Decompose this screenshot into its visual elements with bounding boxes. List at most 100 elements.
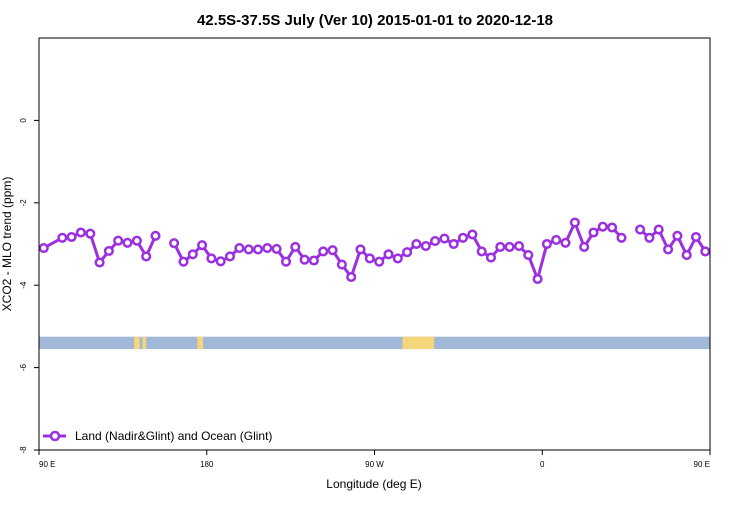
- data-point: [635, 224, 646, 235]
- data-point: [113, 235, 124, 246]
- data-point: [94, 257, 105, 268]
- data-point: [681, 250, 692, 261]
- data-point: [252, 244, 264, 255]
- data-point: [318, 246, 329, 257]
- x-axis: 90 E 180 90 W 0 90 E: [38, 450, 711, 469]
- data-point: [383, 249, 394, 260]
- data-point: [457, 232, 469, 243]
- data-point: [523, 250, 534, 261]
- data-point: [532, 273, 543, 285]
- data-point: [215, 256, 226, 267]
- data-point: [485, 252, 497, 263]
- data-point: [541, 238, 552, 250]
- data-point: [364, 253, 375, 264]
- data-point: [730, 233, 738, 241]
- data-point: [271, 243, 282, 254]
- land-patch: [142, 336, 147, 350]
- data-point: [346, 271, 357, 283]
- data-point: [66, 231, 77, 243]
- data-point: [290, 241, 301, 252]
- y-tick-label: 0: [19, 118, 28, 123]
- y-tick-label: -4: [19, 281, 28, 289]
- data-point: [374, 256, 385, 267]
- y-tick-label: -2: [19, 199, 28, 207]
- data-point: [169, 238, 180, 249]
- data-point: [607, 222, 618, 233]
- data-point: [504, 241, 515, 252]
- land-patch: [199, 336, 204, 350]
- data-point: [299, 254, 310, 265]
- data-point: [103, 245, 114, 257]
- data-point: [569, 217, 580, 228]
- data-point: [150, 230, 161, 241]
- data-point: [439, 233, 450, 244]
- surface-band: [39, 336, 710, 350]
- data-point: [597, 221, 608, 232]
- data-point: [224, 251, 236, 262]
- data-point: [616, 232, 627, 243]
- x-tick-label: 90 E: [39, 460, 55, 469]
- y-tick-label: -6: [19, 363, 28, 371]
- data-point: [197, 240, 208, 251]
- legend: Land (Nadir&Glint) and Ocean (Glint): [43, 429, 272, 443]
- data-point: [495, 241, 506, 252]
- data-point: [739, 233, 747, 241]
- x-tick-label: 90 E: [694, 460, 710, 469]
- land-patch: [134, 336, 140, 350]
- data-point: [122, 237, 133, 248]
- series-clip-group: [39, 217, 750, 285]
- data-point: [551, 234, 562, 245]
- data-point: [672, 230, 683, 241]
- data-point: [85, 228, 96, 239]
- data-point: [700, 246, 710, 257]
- data-point: [644, 232, 655, 243]
- data-point: [243, 244, 254, 255]
- series-layer: [39, 217, 750, 285]
- data-point: [392, 253, 403, 264]
- data-point: [448, 238, 459, 250]
- x-tick-label: 0: [540, 460, 545, 469]
- y-axis: 0 -2 -4 -6 -8: [19, 118, 39, 454]
- y-tick-label: -8: [19, 446, 28, 454]
- data-point: [588, 227, 599, 238]
- data-point: [336, 259, 347, 270]
- chart-title: 42.5S-37.5S July (Ver 10) 2015-01-01 to …: [197, 12, 553, 29]
- x-tick-label: 90 W: [365, 460, 384, 469]
- data-point: [467, 229, 478, 240]
- data-point: [131, 235, 142, 246]
- data-point: [402, 247, 413, 258]
- x-axis-title: Longitude (deg E): [326, 477, 421, 491]
- legend-marker-swatch: [49, 430, 61, 442]
- data-point: [560, 237, 571, 248]
- data-point: [709, 246, 710, 250]
- data-point: [690, 231, 702, 243]
- data-point: [476, 246, 487, 257]
- data-point: [262, 243, 273, 254]
- y-axis-title: XCO2 - MLO trend (ppm): [0, 177, 14, 312]
- data-point: [663, 244, 674, 255]
- data-point: [141, 251, 152, 262]
- ocean-band: [39, 336, 710, 350]
- data-point: [280, 256, 292, 267]
- data-point: [513, 241, 525, 252]
- data-point: [39, 243, 49, 254]
- data-point: [653, 224, 664, 235]
- data-point: [308, 255, 319, 266]
- series-line: [733, 232, 750, 263]
- data-point: [206, 253, 217, 264]
- land-patch: [428, 336, 435, 350]
- x-tick-label: 180: [200, 460, 214, 469]
- data-point: [420, 241, 431, 252]
- data-point: [579, 241, 590, 252]
- data-point: [75, 227, 86, 238]
- data-point: [178, 256, 189, 267]
- legend-label: Land (Nadir&Glint) and Ocean (Glint): [75, 429, 272, 443]
- data-point: [327, 245, 338, 256]
- data-point: [355, 244, 366, 255]
- data-point: [187, 249, 198, 260]
- data-point: [57, 232, 68, 243]
- data-point: [234, 243, 245, 254]
- data-point: [411, 238, 422, 250]
